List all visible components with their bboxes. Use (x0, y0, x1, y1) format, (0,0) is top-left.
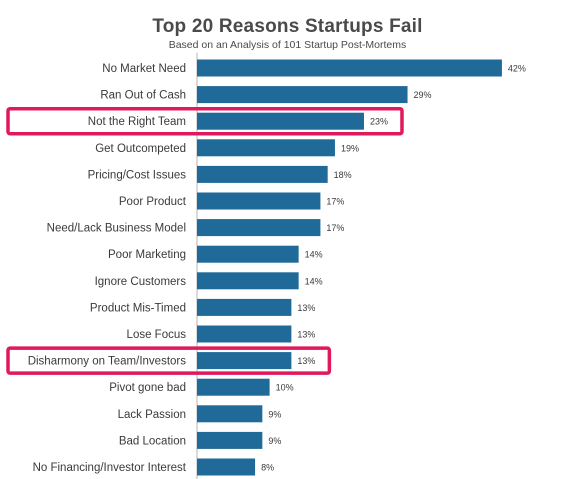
category-label-get-outcompeted: Get Outcompeted (95, 143, 186, 155)
bar-ignore-customers (197, 272, 299, 290)
bar-pricing-cost-issues (197, 165, 328, 183)
value-label-ran-out-of-cash: 29% (414, 90, 432, 100)
bar-ran-out-of-cash (197, 86, 408, 104)
bar-disharmony-on-team-investors (197, 352, 292, 370)
value-label-get-outcompeted: 19% (341, 143, 359, 153)
chart-subtitle: Based on an Analysis of 101 Startup Post… (168, 39, 407, 51)
value-label-poor-product: 17% (326, 197, 344, 207)
category-label-poor-marketing: Poor Marketing (108, 249, 186, 261)
value-label-not-the-right-team: 23% (370, 117, 388, 127)
category-label-pivot-gone-bad: Pivot gone bad (109, 382, 186, 394)
category-label-ran-out-of-cash: Ran Out of Cash (100, 90, 186, 102)
category-label-not-the-right-team: Not the Right Team (88, 116, 186, 128)
category-label-ignore-customers: Ignore Customers (95, 276, 187, 288)
highlight-box-not-the-right-team (6, 106, 404, 136)
value-label-bad-location: 9% (268, 436, 281, 446)
category-label-no-market-need: No Market Need (102, 63, 186, 75)
category-label-lose-focus: Lose Focus (127, 329, 187, 341)
bar-lose-focus (197, 325, 292, 343)
bar-no-market-need (197, 59, 502, 77)
value-label-pivot-gone-bad: 10% (276, 383, 294, 393)
bar-not-the-right-team (197, 112, 364, 130)
value-label-no-financing-investor-interest: 8% (261, 463, 274, 473)
value-label-lack-passion: 9% (268, 409, 281, 419)
category-label-lack-passion: Lack Passion (118, 409, 186, 421)
value-label-lose-focus: 13% (297, 330, 315, 340)
bar-pivot-gone-bad (197, 378, 270, 396)
category-label-need-lack-business-model: Need/Lack Business Model (47, 223, 186, 235)
bar-need-lack-business-model (197, 219, 321, 237)
bar-poor-marketing (197, 245, 299, 263)
chart-title: Top 20 Reasons Startups Fail (152, 16, 423, 37)
value-label-product-mis-timed: 13% (297, 303, 315, 313)
highlight-box-disharmony-on-team-investors (6, 346, 332, 375)
value-label-poor-marketing: 14% (305, 250, 323, 260)
value-label-ignore-customers: 14% (305, 276, 323, 286)
bar-lack-passion (197, 405, 263, 423)
bar-get-outcompeted (197, 139, 335, 157)
bar-bad-location (197, 431, 263, 449)
category-label-no-financing-investor-interest: No Financing/Investor Interest (33, 462, 187, 474)
category-label-product-mis-timed: Product Mis-Timed (90, 302, 186, 314)
value-label-pricing-cost-issues: 18% (334, 170, 352, 180)
value-label-no-market-need: 42% (508, 64, 526, 74)
category-label-poor-product: Poor Product (119, 196, 187, 208)
value-label-need-lack-business-model: 17% (326, 223, 344, 233)
bar-product-mis-timed (197, 298, 292, 316)
category-label-disharmony-on-team-investors: Disharmony on Team/Investors (28, 356, 187, 368)
category-label-pricing-cost-issues: Pricing/Cost Issues (88, 169, 187, 181)
bar-no-financing-investor-interest (197, 458, 256, 476)
category-label-bad-location: Bad Location (119, 435, 186, 447)
bar-poor-product (197, 192, 321, 210)
value-label-disharmony-on-team-investors: 13% (297, 356, 315, 366)
